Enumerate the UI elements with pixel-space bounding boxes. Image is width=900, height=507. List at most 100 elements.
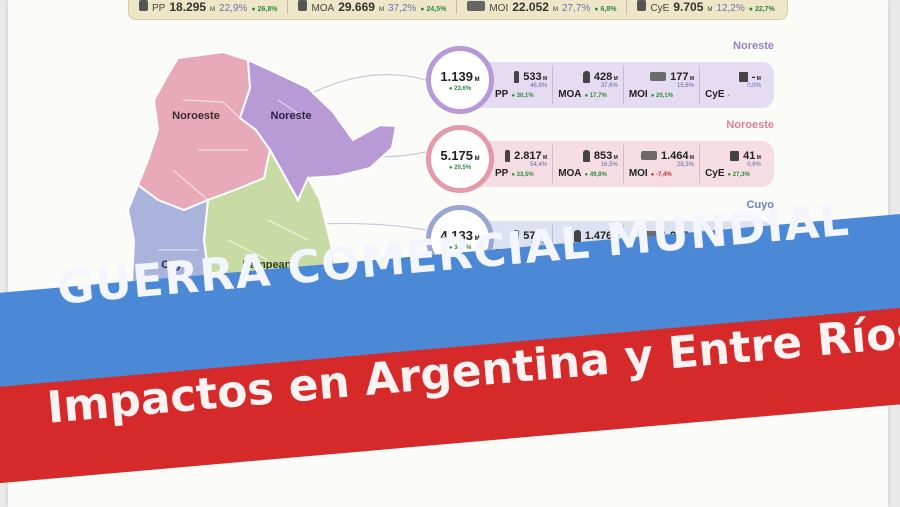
region-name: Noroeste (726, 119, 774, 131)
divider (456, 0, 458, 14)
region-name: Cuyo (746, 199, 775, 211)
sector-label: MOA (558, 88, 582, 100)
sector-change: ● 27,3% (727, 171, 750, 178)
region-panel: 533 M 46,8% PP ● 30,1% 428 M 37,6% MOA ● 17,7% 1… (478, 62, 774, 108)
summary-moi-value: 22.052 (512, 0, 549, 14)
sector-change: - (727, 92, 730, 99)
sector-unit: M (541, 234, 548, 241)
sector-change: ● 33,5% (511, 171, 534, 178)
sector-change: ● 30,1% (511, 92, 534, 99)
sector-share: 14,0% (530, 241, 548, 248)
sector-label: CyE (705, 167, 725, 179)
region-total-number: 5.175 (440, 147, 473, 163)
sector-unit: M (541, 75, 548, 82)
jar-icon (582, 149, 590, 162)
sector-cell-moa: 428 M 37,6% MOA ● 17,7% (553, 66, 624, 104)
sector-label: MOA (558, 167, 582, 179)
sector-label: MOI (628, 167, 648, 179)
truck-icon (640, 151, 657, 160)
region-total-number: 1.139 (440, 68, 473, 84)
jar-icon (298, 0, 308, 11)
sector-value: 853 M (594, 150, 618, 162)
bottle-icon (514, 229, 520, 242)
truck-icon (650, 72, 667, 81)
sector-value: 41 M (743, 150, 761, 162)
summary-strip: PP 18.295 M 22,9% ● 26,8% MOA 29.669 M 37,… (128, 0, 788, 20)
sector-label: PP (495, 88, 509, 100)
sector-value-number: 2.817 (514, 149, 542, 162)
summary-pp-pct: 22,9% (219, 3, 248, 14)
region-total: 4.133 M (440, 228, 479, 243)
fuel-icon (730, 150, 740, 161)
jar-icon (573, 229, 581, 242)
sector-share: 0,0% (747, 82, 761, 89)
sector-cell-moi: 177 M 15,6% MOI ● 20,1% (624, 66, 701, 104)
sector-share: 54,4% (530, 161, 548, 168)
sector-value: 533 M (523, 71, 547, 83)
sector-unit: M (755, 75, 761, 82)
summary-moa-change: ● 24,5% (420, 6, 447, 13)
summary-cye-change: ● 22,7% (748, 6, 775, 13)
sector-cell-cye: 41 M 0,8% CyE ● 27,3% (700, 145, 766, 183)
sector-value-number: 1.464 (660, 149, 689, 162)
sector-unit: M (612, 75, 618, 82)
sector-value-number: 853 (593, 149, 613, 162)
map-label-cuyo: Cuyo (161, 259, 189, 271)
summary-moi-pct: 27,7% (561, 3, 591, 14)
divider (626, 0, 628, 14)
fuel-icon (738, 71, 748, 82)
map-label-noreste: Noreste (271, 110, 312, 122)
sector-value-number: - (751, 70, 756, 83)
sector-change: ● 17,7% (584, 92, 607, 99)
sector-value: 1.464 M (661, 150, 694, 162)
region-total: 5.175 M (440, 148, 479, 163)
sector-share: 37,6% (600, 82, 618, 89)
sector-share: 28,3% (677, 161, 695, 168)
summary-moa-value: 29.669 (338, 0, 375, 14)
connector-line (307, 74, 427, 96)
summary-pp: PP 18.295 M 22,9% ● 26,8% (139, 0, 277, 14)
fuel-icon (637, 0, 647, 11)
sector-value: 428 M (594, 71, 618, 83)
sector-value: - M (752, 71, 761, 83)
sector-unit: M (688, 154, 695, 161)
sector-value: 578 M (523, 230, 547, 242)
summary-cye-pct: 12,2% (716, 3, 745, 14)
region-total-change: ● 34,1% (448, 244, 472, 251)
region-total: 1.139 M (440, 69, 479, 84)
summary-pp-change-value: 26,8% (257, 6, 278, 13)
region-total-unit: M (472, 155, 480, 162)
summary-moi-change-value: 6,8% (600, 6, 617, 13)
region-row: 533 M 46,8% PP ● 30,1% 428 M 37,6% MOA ● 17,7% 1… (420, 40, 780, 114)
summary-pp-value: 18.295 (169, 0, 207, 14)
region-row: 2.817 M 54,4% PP ● 33,5% 853 M 16,5% MOA ● 49,8… (420, 119, 780, 193)
sector-cell-pp: 533 M 46,8% PP ● 30,1% (490, 66, 554, 104)
sector-change: ● 20,1% (650, 92, 674, 99)
summary-moi-label: MOI (489, 3, 509, 14)
sector-label: MOI (628, 88, 648, 100)
sector-unit: M (688, 75, 695, 82)
sector-cell-cye: - M 0,0% CyE - (700, 66, 766, 104)
summary-pp-change: ● 26,8% (251, 6, 278, 13)
sector-value: 177 M (670, 71, 694, 83)
summary-moa-label: MOA (311, 3, 335, 14)
summary-moa: MOA 29.669 M 37,2% ● 24,5% (298, 0, 446, 14)
region-total-number: 4.133 (440, 227, 473, 243)
sector-change: ● 49,8% (584, 171, 607, 178)
summary-moi-unit: M (552, 7, 558, 13)
sector-share: 46,8% (530, 82, 548, 89)
sector-value-number: 533 (523, 70, 542, 83)
summary-cye-unit: M (707, 7, 713, 13)
summary-moi: MOI 22.052 M 27,7% ● 6,8% (467, 0, 616, 14)
bottle-icon (505, 149, 511, 162)
summary-cye: CyE 9.705 M 12,2% ● 22,7% (637, 0, 775, 14)
bottle-icon (139, 0, 148, 11)
sector-cell-moi: 1.464 M 28,3% MOI ● -7,4% (624, 145, 701, 183)
sector-value-number: 1.476 (584, 229, 613, 242)
region-total-unit: M (472, 76, 480, 83)
summary-moa-change-value: 24,5% (426, 6, 447, 13)
sector-unit: M (755, 154, 761, 161)
summary-cye-change-value: 22,7% (754, 6, 775, 13)
sector-share: 15,6% (677, 82, 695, 89)
region-name: Noreste (733, 40, 774, 52)
